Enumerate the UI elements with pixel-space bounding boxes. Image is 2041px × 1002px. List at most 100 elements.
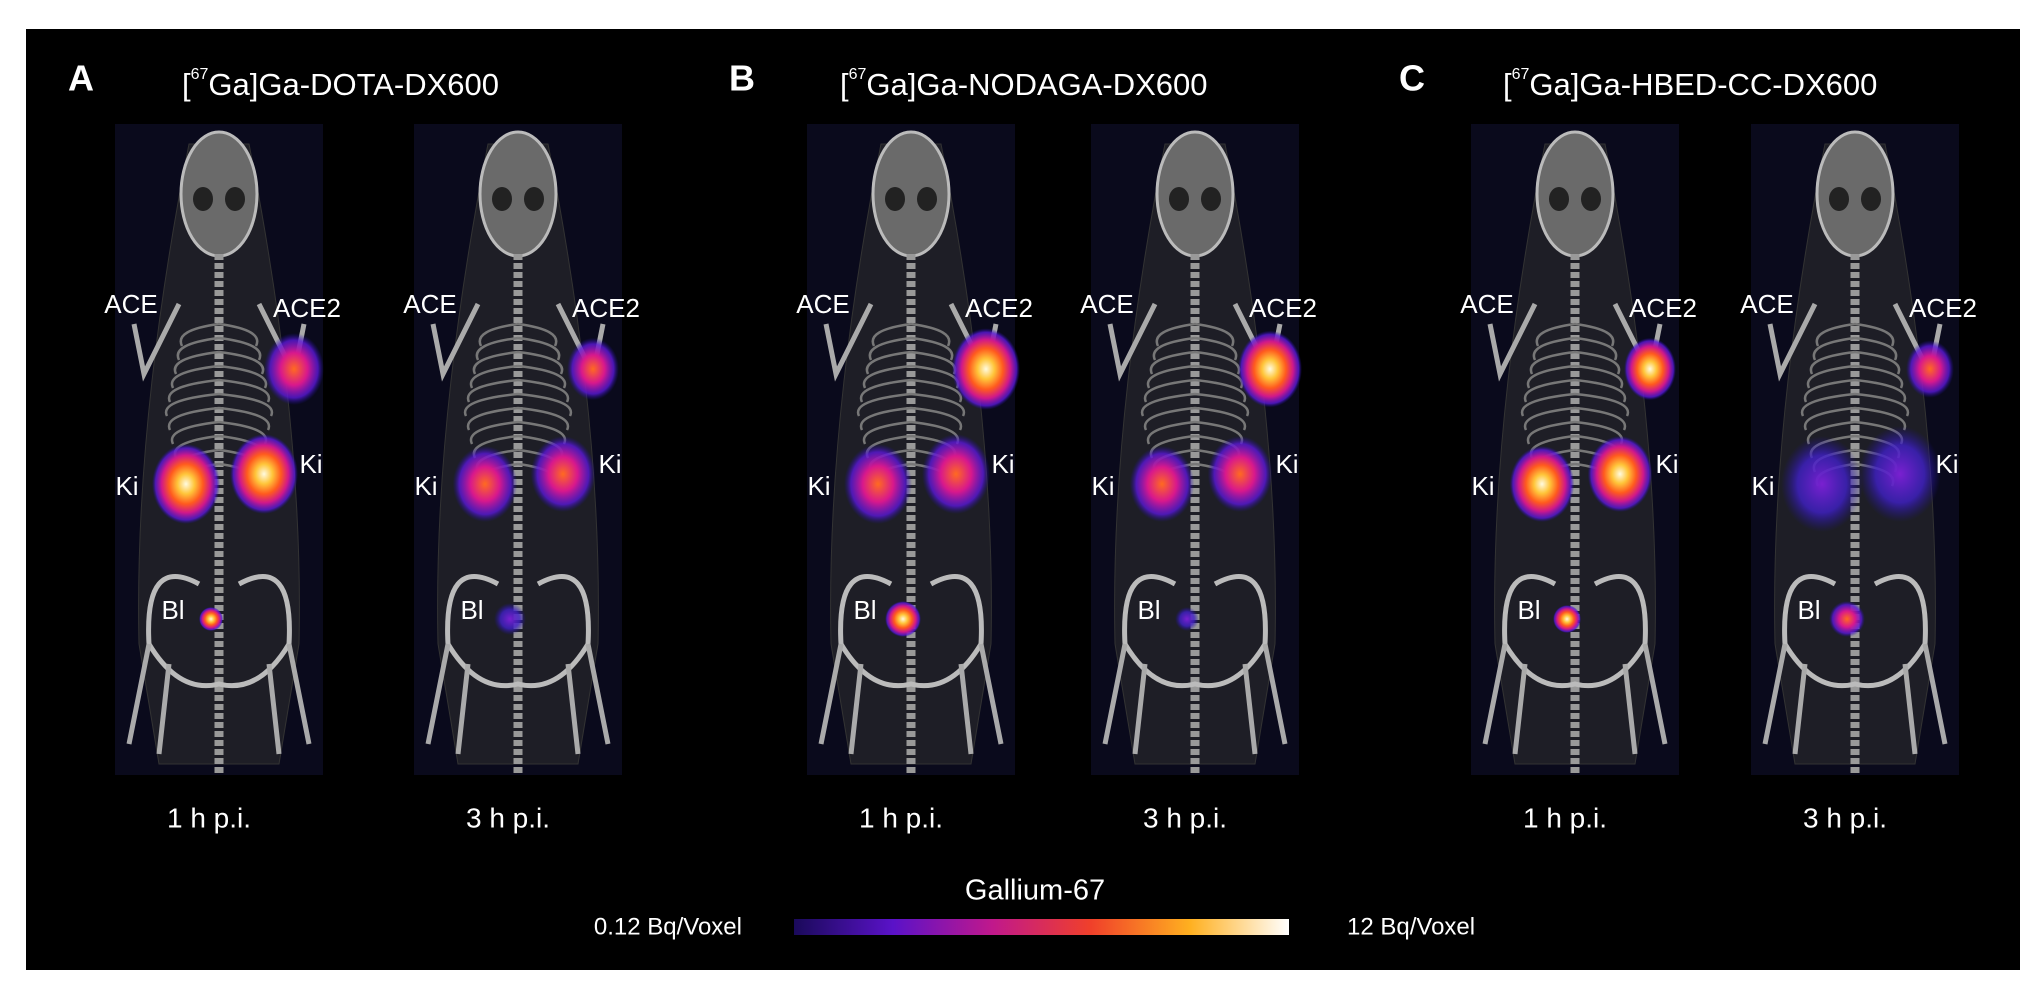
organ-label: Ki	[1935, 449, 1958, 479]
panel-background	[26, 29, 2020, 970]
kidney-uptake	[230, 434, 298, 514]
title-rest: Ga]Ga-HBED-CC-DX600	[1529, 67, 1877, 102]
bladder-uptake	[494, 603, 526, 635]
organ-label: Ki	[115, 471, 138, 501]
colorbar	[794, 919, 1289, 935]
organ-label: ACE2	[273, 293, 341, 323]
title-rest: Ga]Ga-DOTA-DX600	[208, 67, 499, 102]
kidney-uptake	[1509, 446, 1575, 522]
organ-label: ACE2	[1629, 293, 1697, 323]
eye-socket	[917, 187, 937, 211]
rib	[1809, 350, 1901, 375]
organ-label: Bl	[161, 595, 184, 625]
title-mass: 67	[191, 66, 209, 83]
rib	[1143, 378, 1247, 403]
mouse-image	[1751, 124, 1959, 775]
rib	[1803, 378, 1907, 403]
organ-label: Ki	[299, 449, 322, 479]
skull	[1535, 130, 1615, 258]
tumor-uptake	[1906, 340, 1954, 398]
organ-label: Ki	[1091, 471, 1114, 501]
rib	[868, 336, 954, 361]
organ-label: ACE2	[572, 293, 640, 323]
eye-socket	[1201, 187, 1221, 211]
rib	[1526, 364, 1624, 389]
tumor-uptake	[567, 337, 619, 401]
rib	[478, 322, 558, 347]
rib	[1523, 406, 1627, 431]
organ-label: Bl	[1137, 595, 1160, 625]
organ-label: Bl	[1517, 595, 1540, 625]
panel-title: [67Ga]Ga-DOTA-DX600	[182, 66, 499, 102]
eye-socket	[1169, 187, 1189, 211]
tumor-uptake	[1238, 330, 1302, 408]
organ-label: Ki	[1275, 449, 1298, 479]
rib	[856, 392, 966, 417]
bladder-uptake	[885, 601, 921, 637]
panel-letter: C	[1399, 58, 1425, 99]
time-label: 1 h p.i.	[859, 802, 943, 833]
eye-socket	[1829, 187, 1849, 211]
rib	[1806, 364, 1904, 389]
rib	[475, 336, 561, 361]
organ-label: Ki	[1655, 449, 1678, 479]
organ-label: Ki	[1471, 471, 1494, 501]
bladder-uptake	[1175, 607, 1199, 631]
organ-label: ACE	[403, 289, 456, 319]
kidney-uptake	[530, 436, 596, 512]
skull	[1155, 130, 1235, 258]
skull	[179, 130, 259, 258]
hindlimbs	[1482, 643, 1668, 755]
skull	[871, 130, 951, 258]
kidney-uptake	[1129, 446, 1195, 522]
organ-label: Bl	[853, 595, 876, 625]
hindlimbs	[1762, 643, 1948, 755]
tumor-uptake	[1624, 337, 1676, 401]
rib	[1523, 378, 1627, 403]
rib	[1155, 322, 1235, 347]
title-rest: Ga]Ga-NODAGA-DX600	[866, 67, 1207, 102]
pelvis	[838, 574, 984, 689]
organ-label: Ki	[598, 449, 621, 479]
pelvis	[1502, 574, 1648, 689]
organ-label: Bl	[460, 595, 483, 625]
title-open: [	[182, 67, 191, 102]
skull	[478, 130, 558, 258]
organ-label: Ki	[1751, 471, 1774, 501]
kidney-uptake	[452, 446, 518, 522]
organ-label: ACE2	[965, 293, 1033, 323]
mouse-image	[1471, 124, 1679, 775]
kidney-uptake	[1587, 436, 1653, 512]
rib	[176, 336, 262, 361]
rib	[173, 350, 265, 375]
organ-label: ACE	[1460, 289, 1513, 319]
organ-label: ACE	[796, 289, 849, 319]
kidney-uptake	[1781, 436, 1863, 532]
kidney-uptake	[152, 444, 220, 524]
eye-socket	[1861, 187, 1881, 211]
rib	[1800, 392, 1910, 417]
rib	[1815, 322, 1895, 347]
kidney-uptake	[922, 434, 990, 514]
rib	[164, 392, 274, 417]
panel-title: [67Ga]Ga-NODAGA-DX600	[840, 66, 1208, 102]
organ-label: Bl	[1797, 595, 1820, 625]
rib	[1532, 336, 1618, 361]
pelvis	[445, 574, 591, 689]
hindlimbs	[1102, 643, 1288, 755]
rib	[1812, 336, 1898, 361]
organ-label: Ki	[414, 471, 437, 501]
rib	[167, 406, 271, 431]
organ-label: ACE	[104, 289, 157, 319]
title-open: [	[1503, 67, 1512, 102]
organ-label: ACE2	[1249, 293, 1317, 323]
panel-title: [67Ga]Ga-HBED-CC-DX600	[1503, 66, 1877, 102]
organ-label: Ki	[991, 449, 1014, 479]
eye-socket	[1581, 187, 1601, 211]
kidney-uptake	[1859, 426, 1941, 522]
bladder-uptake	[1829, 601, 1865, 637]
mouse-image	[115, 124, 324, 775]
eye-socket	[492, 187, 512, 211]
rib	[472, 350, 564, 375]
